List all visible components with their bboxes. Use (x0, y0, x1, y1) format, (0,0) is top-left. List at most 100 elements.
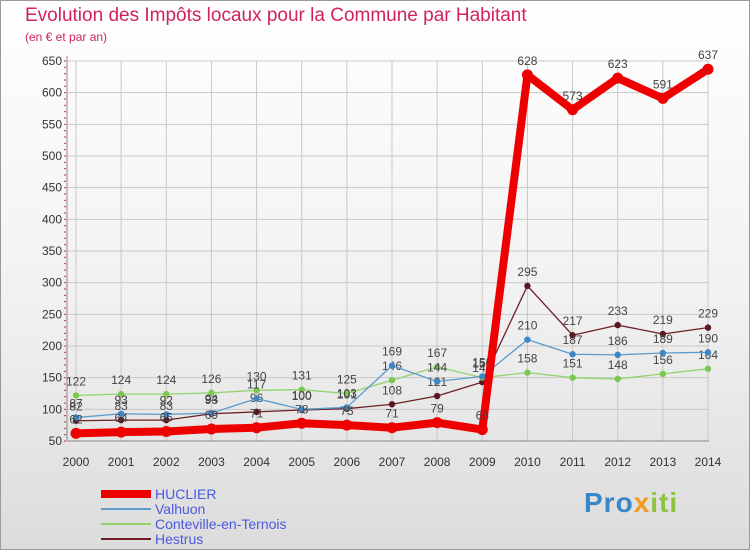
logo-part: x (633, 487, 651, 518)
data-point-huclier (386, 422, 398, 434)
data-label-valhuon: 187 (563, 333, 583, 347)
data-label-hestrus: 295 (517, 265, 537, 279)
data-label-huclier: 71 (250, 407, 264, 421)
data-label-hestrus: 233 (608, 304, 628, 318)
data-point-huclier (567, 104, 579, 116)
data-label-huclier: 573 (563, 89, 583, 103)
data-label-hestrus: 217 (563, 314, 583, 328)
y-tick-label: 500 (42, 149, 62, 163)
data-label-huclier: 75 (340, 404, 354, 418)
legend-swatch (101, 538, 151, 540)
data-point-conteville-en-ternois (298, 386, 305, 393)
data-label-huclier: 637 (698, 48, 718, 62)
y-tick-label: 650 (42, 54, 62, 68)
y-tick-label: 350 (42, 244, 62, 258)
data-point-valhuon (298, 406, 305, 413)
data-point-huclier (251, 422, 263, 434)
x-tick-label: 2009 (469, 455, 496, 469)
y-tick-label: 200 (42, 339, 62, 353)
data-point-valhuon (614, 351, 621, 359)
data-label-valhuon: 189 (653, 332, 673, 346)
legend-swatch (101, 508, 151, 510)
y-tick-label: 150 (42, 371, 62, 385)
x-tick-label: 2008 (424, 455, 451, 469)
legend-swatch (101, 523, 151, 525)
data-point-valhuon (163, 411, 170, 418)
data-label-huclier: 78 (295, 402, 309, 416)
data-point-conteville-en-ternois (253, 387, 260, 394)
data-point-huclier (160, 426, 172, 437)
data-label-valhuon: 186 (608, 334, 628, 348)
data-label-huclier: 591 (653, 77, 673, 91)
data-point-hestrus (163, 416, 170, 424)
data-label-conteville-en-ternois: 124 (111, 373, 131, 387)
data-label-valhuon: 169 (382, 345, 402, 359)
x-tick-label: 2012 (604, 455, 631, 469)
x-tick-label: 2002 (153, 455, 180, 469)
data-point-hestrus (388, 401, 396, 408)
x-tick-label: 2005 (288, 455, 315, 469)
data-label-valhuon: 94 (205, 392, 219, 406)
data-point-valhuon (479, 373, 486, 380)
legend-label: HUCLIER (155, 486, 217, 502)
data-point-valhuon (208, 409, 215, 417)
legend-label: Conteville-en-Ternois (155, 516, 287, 532)
proxiti-logo: Proxiti (584, 487, 678, 519)
data-point-conteville-en-ternois (524, 369, 531, 376)
data-label-huclier: 65 (160, 411, 174, 425)
data-label-conteville-en-ternois: 167 (427, 346, 447, 360)
data-point-valhuon (388, 362, 396, 369)
x-tick-label: 2007 (379, 455, 406, 469)
data-point-conteville-en-ternois (72, 392, 80, 399)
data-label-huclier: 64 (114, 411, 128, 425)
data-point-conteville-en-ternois (343, 390, 351, 397)
data-label-huclier: 79 (430, 402, 444, 416)
data-point-conteville-en-ternois (208, 389, 215, 397)
data-point-hestrus (433, 392, 441, 400)
data-label-valhuon: 190 (698, 331, 718, 345)
data-point-hestrus (569, 332, 576, 339)
data-point-huclier (115, 426, 127, 438)
data-label-conteville-en-ternois: 130 (247, 369, 267, 383)
data-point-huclier (341, 419, 353, 431)
data-label-huclier: 62 (69, 412, 83, 426)
x-tick-label: 2013 (650, 455, 677, 469)
x-tick-label: 2010 (514, 455, 541, 469)
data-label-conteville-en-ternois: 131 (292, 369, 312, 383)
data-point-conteville-en-ternois (117, 390, 125, 398)
data-label-huclier: 71 (385, 407, 399, 421)
data-point-huclier (476, 424, 488, 436)
data-label-huclier: 628 (517, 54, 537, 68)
data-point-hestrus (253, 408, 260, 416)
y-tick-label: 400 (42, 212, 62, 226)
data-point-valhuon (117, 410, 125, 417)
y-tick-label: 550 (42, 117, 62, 131)
data-point-hestrus (659, 330, 667, 338)
data-label-hestrus: 82 (69, 400, 83, 414)
data-label-conteville-en-ternois: 122 (66, 374, 86, 388)
data-point-valhuon (433, 378, 441, 385)
data-point-huclier (702, 63, 714, 75)
data-point-valhuon (524, 336, 531, 343)
x-tick-label: 2006 (334, 455, 361, 469)
data-label-huclier: 69 (205, 408, 219, 422)
x-tick-label: 2001 (108, 455, 135, 469)
data-label-huclier: 623 (608, 57, 628, 71)
data-label-valhuon: 93 (114, 393, 128, 407)
chart-title: Evolution des Impôts locaux pour la Comm… (25, 5, 527, 26)
x-tick-label: 2003 (198, 455, 225, 469)
data-point-huclier (296, 417, 308, 429)
data-label-hestrus: 93 (205, 393, 219, 407)
data-label-conteville-en-ternois: 156 (653, 353, 673, 367)
data-point-valhuon (704, 349, 712, 356)
data-label-hestrus: 100 (292, 389, 312, 403)
data-label-huclier: 68 (476, 409, 490, 423)
data-point-huclier (70, 427, 82, 439)
data-label-hestrus: 108 (382, 383, 402, 397)
data-point-valhuon (659, 349, 667, 357)
data-point-valhuon (72, 414, 80, 421)
data-label-valhuon: 210 (517, 319, 537, 333)
data-label-valhuon: 103 (337, 386, 357, 400)
data-point-huclier (205, 423, 217, 435)
